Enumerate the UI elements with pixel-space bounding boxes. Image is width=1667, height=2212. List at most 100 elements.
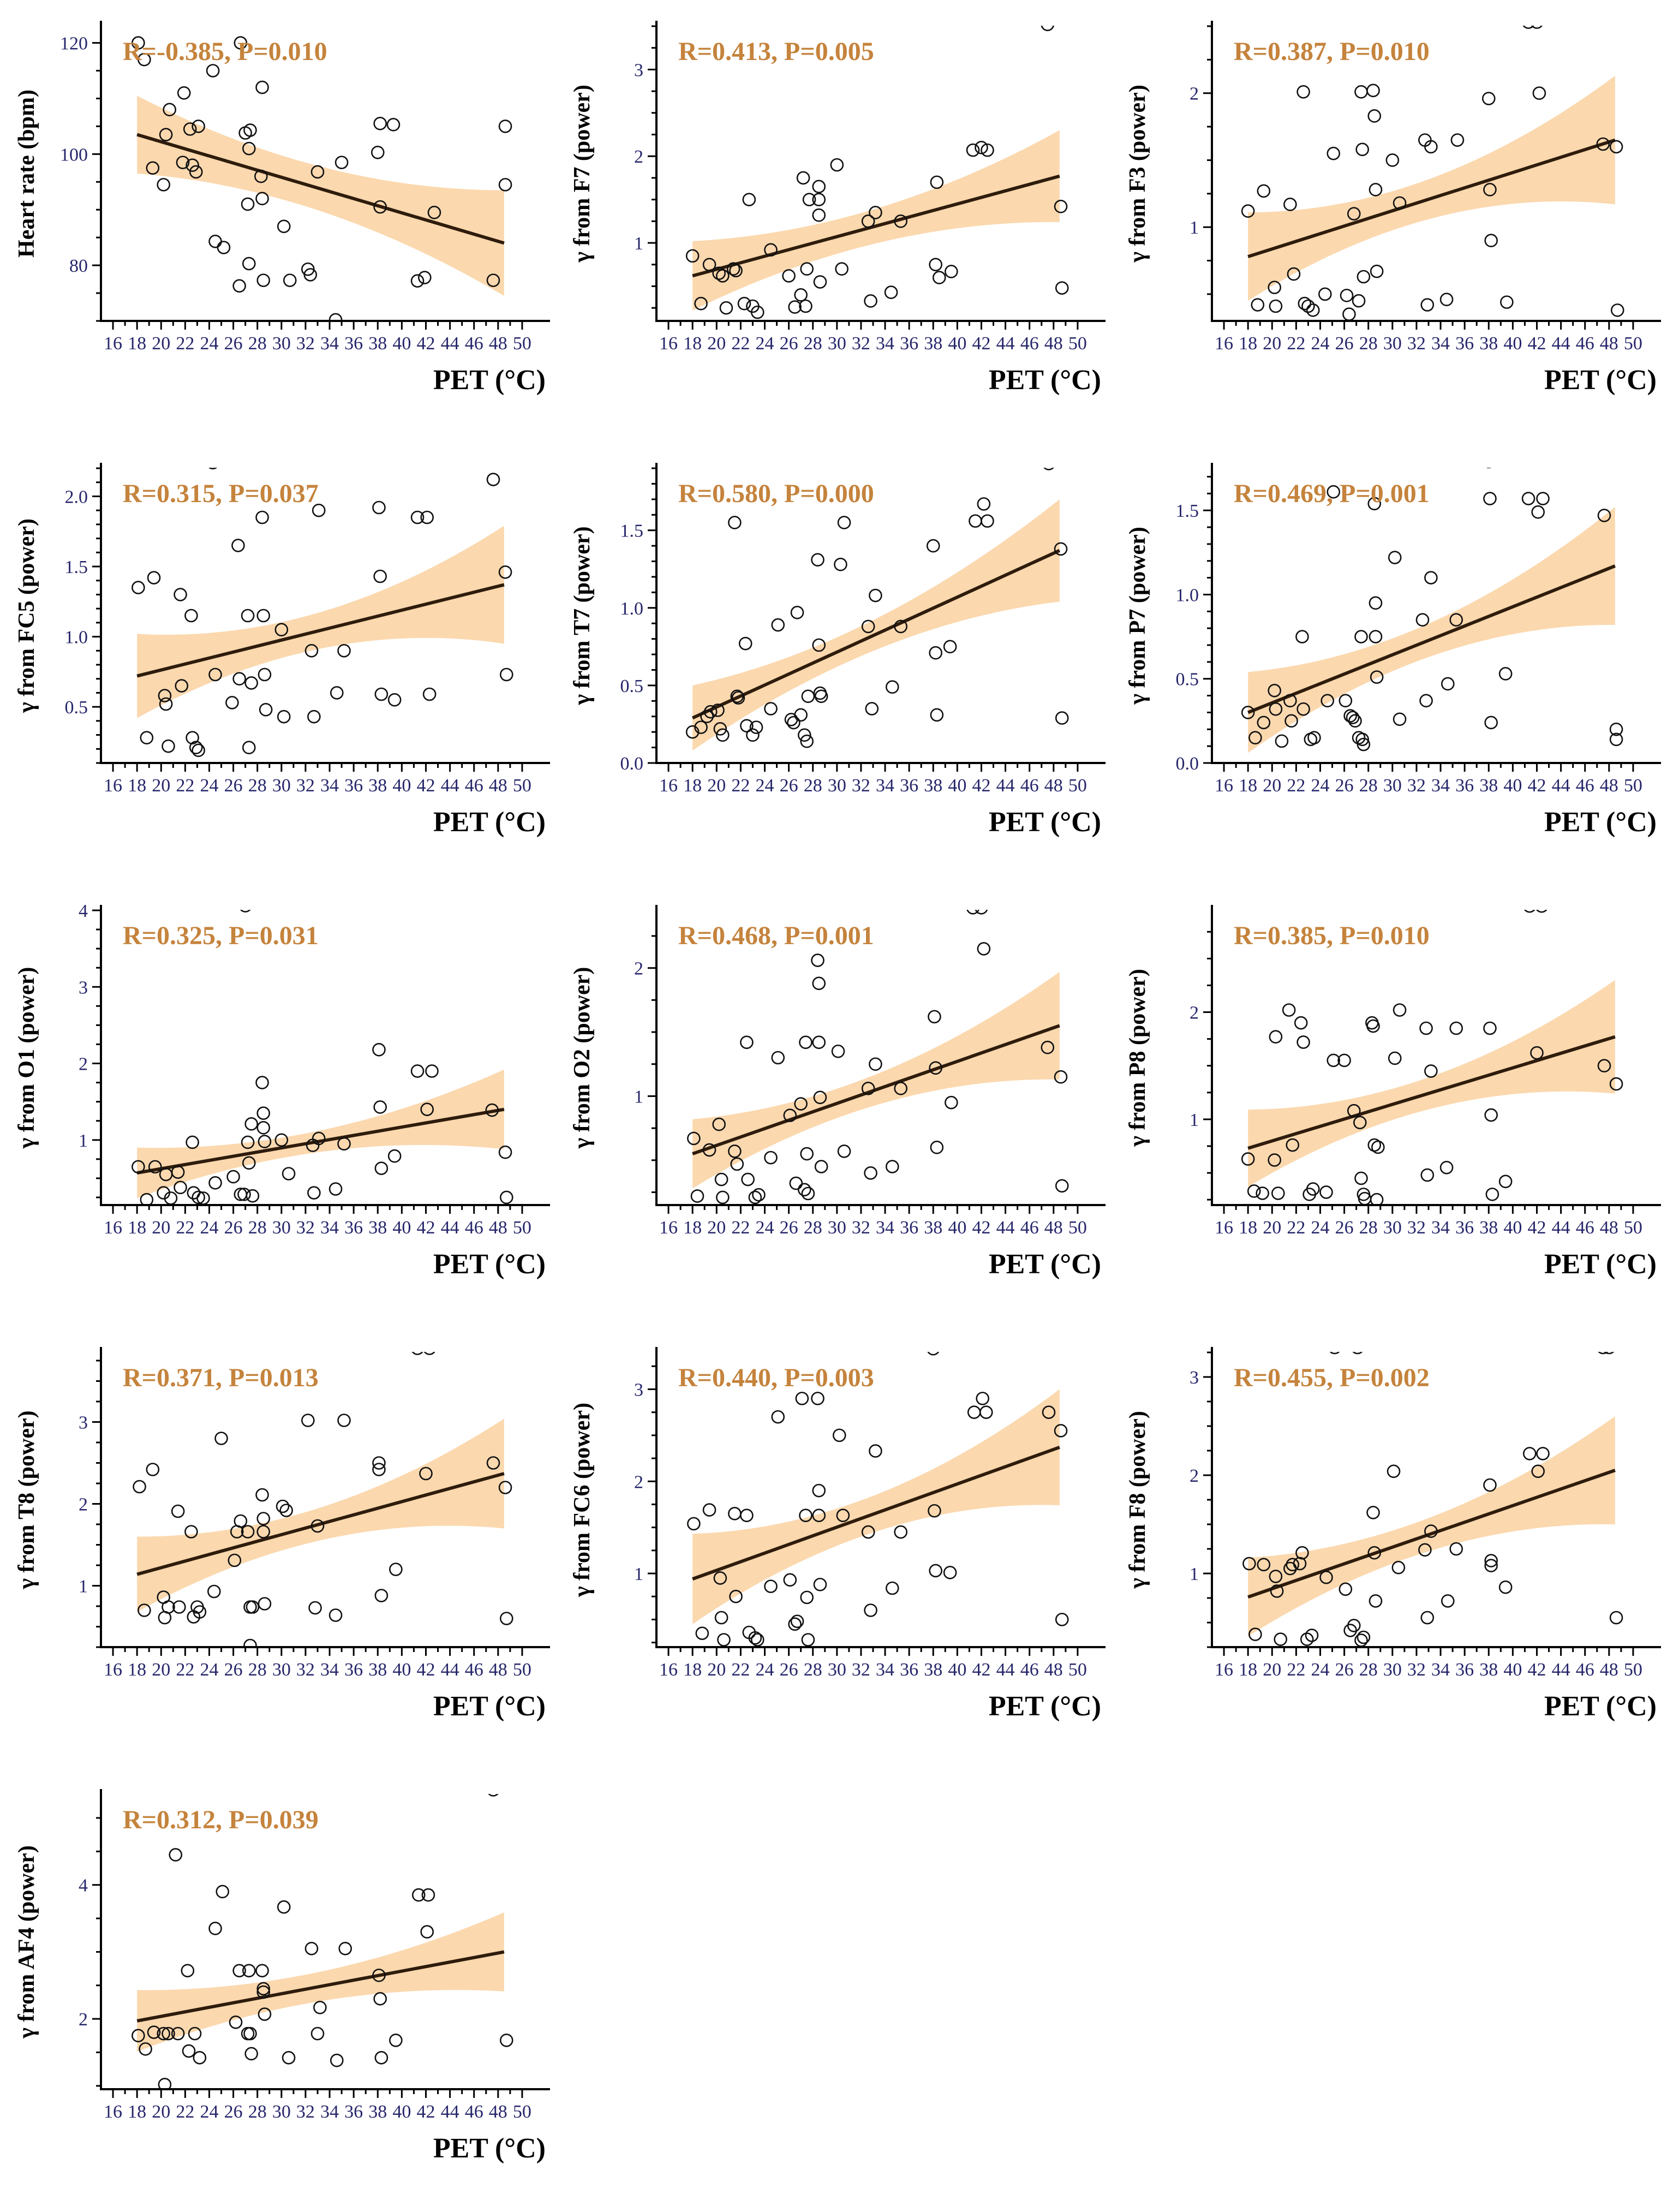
regression-line (691, 548, 1061, 720)
x-tick-label: 24 (1311, 776, 1329, 796)
x-tick-label: 40 (1503, 1218, 1522, 1238)
data-point (189, 165, 203, 179)
data-point (801, 1633, 815, 1647)
data-point (979, 1405, 993, 1419)
x-tick-label: 18 (1239, 1218, 1257, 1238)
data-point (193, 1605, 207, 1619)
data-point (254, 169, 268, 183)
data-point (258, 2007, 272, 2021)
data-point (943, 1566, 957, 1579)
data-point (1296, 1035, 1310, 1049)
data-point (837, 516, 851, 529)
data-point (372, 500, 386, 515)
x-tick-label: 40 (392, 776, 411, 796)
y-axis-label: γ from F8 (power) (1125, 1411, 1150, 1589)
data-point (714, 1172, 728, 1187)
y-axis-label: γ from T8 (power) (14, 1410, 39, 1589)
data-point (795, 1392, 809, 1405)
regression-line (1247, 1035, 1616, 1150)
x-tick-label: 20 (707, 776, 726, 796)
data-point (242, 741, 256, 755)
x-tick-label: 16 (659, 333, 678, 354)
x-tick-label: 36 (1455, 333, 1474, 354)
data-point (1055, 281, 1069, 295)
x-tick-label: 32 (852, 776, 870, 796)
x-tick-label: 44 (1552, 333, 1570, 354)
data-point (1294, 1016, 1308, 1030)
panel-from-f7-power: 16 18 20 22 24 26 28 30 32 34 36 38 40 42 44 46 48 50 1 2 3 R… (555, 2, 1111, 444)
x-tick-label: 44 (996, 1660, 1015, 1680)
x-tick-label: 32 (852, 1660, 870, 1680)
data-point (389, 1563, 403, 1576)
data-point (1481, 92, 1496, 105)
data-point (373, 200, 387, 214)
data-point (256, 1985, 271, 1999)
data-point (695, 1626, 709, 1640)
data-point (1420, 1611, 1435, 1625)
y-tick-label: 2 (1190, 84, 1199, 104)
data-point (147, 571, 161, 585)
x-tick-label: 34 (876, 1660, 894, 1680)
data-point (764, 243, 778, 257)
data-point (256, 609, 271, 623)
data-point (1393, 196, 1407, 210)
data-point (869, 1057, 882, 1071)
data-point (1337, 1053, 1351, 1068)
data-point (1524, 910, 1535, 913)
data-point (255, 1964, 269, 1978)
data-point (812, 1035, 826, 1050)
data-point (790, 606, 804, 619)
x-tick-label: 46 (1576, 1660, 1594, 1680)
x-tick-label: 30 (272, 1218, 291, 1238)
x-tick-label: 30 (1383, 776, 1402, 796)
data-point (771, 618, 785, 632)
data-point (894, 214, 908, 228)
x-tick-label: 34 (320, 1660, 339, 1680)
scatter-points (1241, 26, 1624, 321)
x-tick-label: 30 (272, 776, 291, 796)
x-tick-label: 38 (368, 1660, 387, 1680)
data-point (932, 271, 946, 284)
y-tick-label: 100 (60, 145, 88, 165)
data-point (138, 52, 151, 67)
data-point (256, 1512, 271, 1525)
y-axis-label: γ from FC5 (power) (14, 518, 39, 713)
data-point (869, 1444, 882, 1458)
x-tick-label: 40 (948, 1218, 966, 1238)
data-point (1531, 26, 1543, 29)
data-point (313, 2000, 327, 2014)
scatter-points (132, 468, 513, 758)
x-tick-label: 18 (128, 333, 146, 354)
rp-annotation: R=0.580, P=0.000 (678, 479, 874, 508)
y-ticks: 1 2 3 (634, 25, 656, 309)
data-point (864, 1603, 877, 1617)
x-tick-label: 18 (128, 2102, 146, 2122)
x-tick-label: 48 (1044, 333, 1063, 354)
x-tick-label: 30 (272, 2102, 291, 2122)
data-point (799, 299, 812, 313)
x-tick-label: 20 (152, 1660, 170, 1680)
x-tick-label: 50 (1068, 1218, 1087, 1238)
data-point (967, 1405, 981, 1419)
x-ticks: 16 18 20 22 24 26 28 30 32 34 36 38 40 42 44 46 48 50 (104, 321, 531, 354)
data-point (241, 1135, 255, 1149)
data-point (1484, 1554, 1498, 1567)
panel-from-p8-power: 16 18 20 22 24 26 28 30 32 34 36 38 40 42 44 46 48 50 1 2 R=… (1111, 886, 1666, 1328)
x-tick-label: 16 (104, 2102, 122, 2122)
data-point (1370, 264, 1384, 278)
data-point (387, 693, 402, 707)
x-tick-label: 24 (755, 1218, 774, 1238)
x-tick-label: 38 (1479, 1218, 1498, 1238)
data-point (1483, 1478, 1497, 1492)
scatter-points (687, 910, 1069, 1205)
x-tick-label: 42 (416, 333, 435, 354)
data-point (241, 609, 255, 623)
confidence-band (1248, 1416, 1615, 1637)
data-point (1346, 711, 1360, 724)
x-tick-label: 48 (1044, 1660, 1063, 1680)
x-tick-label: 22 (176, 1218, 194, 1238)
y-tick-label: 4 (79, 1876, 88, 1896)
data-point (1353, 1116, 1367, 1130)
data-point (1054, 1070, 1068, 1084)
